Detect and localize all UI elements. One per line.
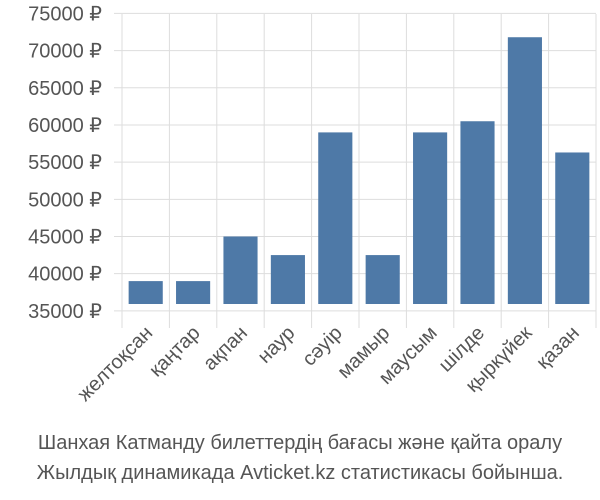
bar <box>507 37 542 304</box>
y-tick-label: 35000 ₽ <box>28 301 102 323</box>
chart-caption: Шанхая Катманду билеттердің бағасы және … <box>0 428 600 488</box>
bar <box>176 281 211 304</box>
y-tick-label: 60000 ₽ <box>28 115 102 137</box>
bar <box>413 132 448 304</box>
y-tick-label: 65000 ₽ <box>28 78 102 100</box>
bars <box>128 37 590 304</box>
bar <box>223 236 258 304</box>
x-tick-label: қазан <box>532 322 584 374</box>
x-tick-label: наур <box>254 322 300 368</box>
x-tick-label: ақпан <box>199 322 252 375</box>
bar <box>365 255 400 304</box>
y-tick-label: 55000 ₽ <box>28 152 102 174</box>
caption-line-1: Шанхая Катманду билеттердің бағасы және … <box>37 432 563 454</box>
bar <box>555 152 590 304</box>
y-axis-tick-labels: 35000 ₽ 40000 ₽ 45000 ₽ 50000 ₽ 55000 ₽ 60000… <box>28 3 102 322</box>
x-tick-label: желтоқсан <box>73 322 157 406</box>
grid-lines <box>114 12 597 328</box>
y-tick-label: 45000 ₽ <box>28 226 102 248</box>
y-tick-label: 75000 ₽ <box>28 3 102 25</box>
bar <box>270 255 305 304</box>
bar <box>460 121 495 304</box>
y-tick-label: 70000 ₽ <box>28 41 102 63</box>
x-tick-label: қаңтар <box>145 322 204 381</box>
bar <box>318 132 353 304</box>
bar <box>128 281 163 304</box>
y-tick-label: 40000 ₽ <box>28 264 102 286</box>
caption-line-2: Жылдық динамикада Avticket.kz статистика… <box>36 462 564 484</box>
y-tick-label: 50000 ₽ <box>28 189 102 211</box>
